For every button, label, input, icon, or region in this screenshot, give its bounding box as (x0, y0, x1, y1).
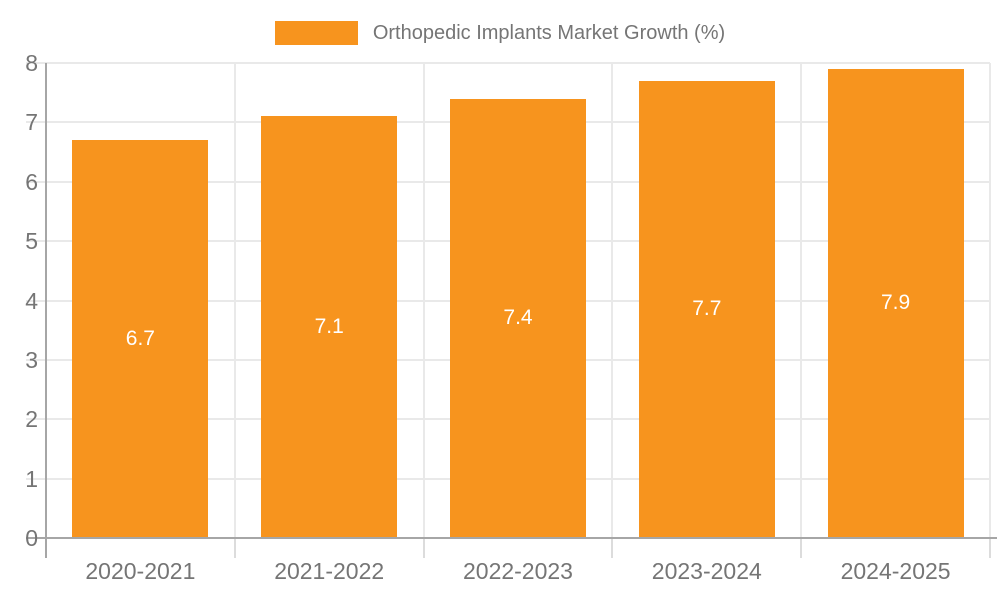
gridline-horizontal (26, 62, 990, 64)
x-axis-tick (422, 539, 425, 558)
x-axis-line (26, 537, 997, 539)
y-axis-tick-label: 2 (25, 406, 38, 433)
bar-value-label: 6.7 (125, 327, 155, 351)
bar: 7.4 (450, 98, 586, 538)
bar: 6.7 (72, 140, 209, 538)
gridline-vertical (233, 63, 236, 538)
bar-value-label: 7.9 (880, 291, 911, 315)
legend-label: Orthopedic Implants Market Growth (%) (372, 22, 726, 44)
x-axis-tick (800, 539, 803, 558)
y-axis-tick-label: 1 (25, 465, 38, 492)
gridline-vertical (611, 63, 614, 538)
gridline-vertical (422, 63, 425, 538)
bar-value-label: 7.7 (692, 297, 722, 321)
x-axis-tick-label: 2022-2023 (462, 558, 573, 584)
y-axis-tick-label: 5 (25, 228, 38, 255)
bar: 7.1 (261, 116, 398, 538)
y-axis-tick-label: 8 (25, 50, 38, 76)
y-axis-tick-label: 4 (25, 287, 38, 314)
y-axis-line (45, 63, 47, 558)
plot-area: 6.7 7.1 7.4 7.7 7.9 (26, 62, 991, 538)
bar: 7.9 (827, 68, 964, 538)
chart-legend: Orthopedic Implants Market Growth (%) (0, 19, 1000, 47)
x-axis-tick (233, 539, 236, 558)
gridline-vertical (989, 63, 991, 538)
bar: 7.7 (638, 80, 775, 538)
x-axis-tick-label: 2020-2021 (85, 558, 196, 584)
y-axis-tick-label: 7 (25, 109, 38, 136)
gridline-vertical (800, 63, 803, 538)
x-axis-tick (611, 539, 614, 558)
x-axis-tick-label: 2021-2022 (274, 558, 385, 584)
bar-value-label: 7.4 (503, 306, 533, 330)
y-axis-tick-label: 0 (25, 525, 38, 551)
y-axis-tick-label: 3 (25, 346, 38, 373)
x-axis-tick-label: 2023-2024 (651, 558, 762, 584)
y-axis-tick-label: 6 (25, 168, 38, 195)
legend-swatch (274, 21, 358, 45)
x-axis-tick (989, 539, 991, 558)
bar-value-label: 7.1 (314, 315, 344, 339)
x-axis-tick-label: 2024-2025 (840, 558, 951, 584)
